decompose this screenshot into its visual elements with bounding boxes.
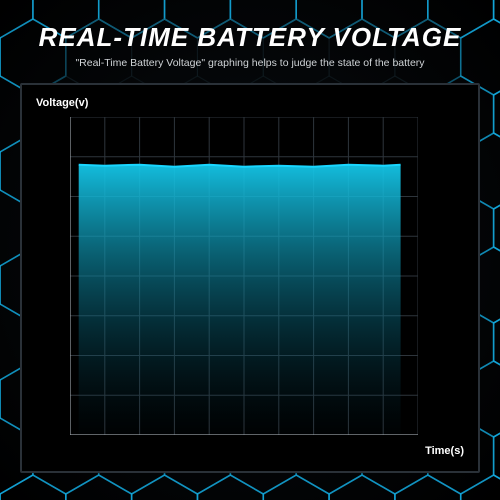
- voltage-area: [79, 165, 401, 435]
- x-axis-label: Time(s): [425, 445, 464, 457]
- page-title: REAL-TIME BATTERY VOLTAGE: [20, 22, 480, 53]
- chart-svg: 02468101214162468101214161820: [70, 117, 418, 435]
- chart-container: Voltage(v) Time(s) 024681012141624681012…: [20, 83, 480, 473]
- plot-area: 02468101214162468101214161820: [70, 117, 418, 435]
- content-wrapper: REAL-TIME BATTERY VOLTAGE "Real-Time Bat…: [0, 0, 500, 500]
- y-axis-label: Voltage(v): [36, 97, 88, 109]
- page-subtitle: "Real-Time Battery Voltage" graphing hel…: [20, 57, 480, 69]
